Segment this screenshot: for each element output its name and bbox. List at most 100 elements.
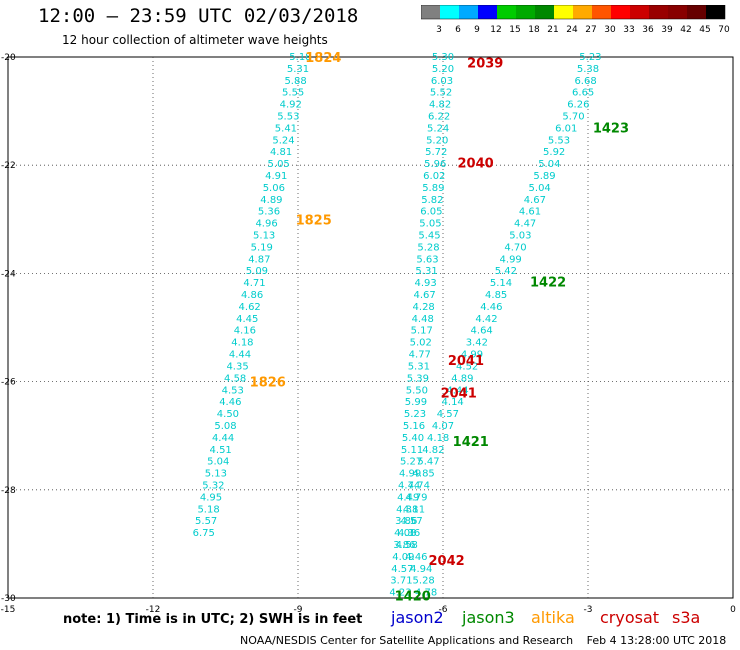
wave-height-value: 5.19 [251,242,273,253]
wave-height-value: 4.85 [413,469,435,480]
wave-height-value: 4.64 [471,326,493,337]
pass-time-label: 1825 [296,213,332,228]
wave-height-value: 4.81 [270,147,292,158]
colorbar-tick-label: 6 [455,25,461,35]
wave-height-value: 5.27 [400,457,422,468]
colorbar-tick-label: 24 [566,25,578,35]
colorbar-swatch [630,5,649,19]
wave-height-value: 5.38 [577,64,599,75]
x-tick-label: -12 [146,605,161,615]
colorbar-tick-label: 15 [509,25,520,35]
pass-time-label: 1824 [305,51,341,66]
wave-height-value: 5.28 [413,576,435,587]
y-tick-label: -20 [1,53,16,63]
wave-height-value: 4.78 [415,588,437,599]
wave-height-value: 5.42 [495,266,517,277]
wave-height-value: 4.48 [412,314,434,325]
credit-text: NOAA/NESDIS Center for Satellite Applica… [240,634,574,647]
wave-height-value: 5.55 [282,88,304,99]
wave-height-value: 5.53 [277,112,299,123]
wave-height-value: 5.50 [406,385,428,396]
wave-height-value: 4.57 [400,516,422,527]
wave-height-value: 4.44 [446,385,468,396]
wave-height-value: 4.87 [248,254,270,265]
y-tick-label: -28 [1,486,16,496]
wave-height-value: 4.44 [212,433,234,444]
wave-height-value: 4.08 [394,528,416,539]
wave-height-value: 4.71 [243,278,265,289]
wave-height-value: 4.44 [229,350,251,361]
wave-height-value: 4.74 [398,480,420,491]
colorbar-swatch [516,5,535,19]
colorbar-tick-label: 30 [604,25,616,35]
x-tick-label: -15 [1,605,16,615]
wave-height-value: 4.99 [500,254,522,265]
wave-height-value: 6.03 [431,76,453,87]
wave-height-value: 5.11 [401,445,423,456]
wave-height-value: 4.47 [514,219,536,230]
wave-height-value: 4.95 [200,492,222,503]
wave-height-value: 4.91 [265,171,287,182]
wave-height-value: 5.18 [197,504,219,515]
wave-height-value: 4.58 [396,540,418,551]
wave-height-value: 4.38 [396,504,418,515]
y-tick-label: -22 [1,161,16,171]
wave-height-value: 4.96 [255,219,277,230]
pass-time-label: 2041 [441,386,477,401]
wave-height-value: 5.13 [253,231,275,242]
wave-height-value: 5.06 [263,183,285,194]
colorbar-tick-label: 36 [642,25,654,35]
wave-height-value: 4.99 [399,469,421,480]
colorbar-tick-label: 18 [528,25,540,35]
legend-altika: altika [531,608,575,627]
wave-height-value: 5.17 [411,326,433,337]
colorbar-tick-label: 12 [490,25,501,35]
wave-height-value: 5.24 [272,135,294,146]
wave-height-value: 6.01 [555,123,577,134]
wave-height-value: 4.51 [210,445,232,456]
timestamp: Feb 4 13:28:00 UTC 2018 [586,634,727,647]
wave-height-value: 4.36 [398,528,420,539]
wave-height-value: 4.93 [414,278,436,289]
wave-height-value: 4.99 [461,350,483,361]
wave-height-value: 5.36 [258,207,280,218]
wave-height-value: 4.85 [485,290,507,301]
colorbar-swatch [611,5,630,19]
wave-height-value: 3.42 [466,338,488,349]
pass-time-label: 1422 [530,276,566,291]
colorbar-swatch [459,5,478,19]
credit-line: NOAA/NESDIS Center for Satellite Applica… [240,634,726,647]
legend-cryosat: cryosat [600,608,660,627]
wave-height-value: 4.79 [405,492,427,503]
wave-height-value: 4.16 [234,326,256,337]
colorbar-swatch [706,5,725,19]
pass-time-label: 2039 [467,56,503,71]
wave-height-value: 4.49 [397,492,419,503]
wave-height-value: 4.92 [280,100,302,111]
y-tick-label: -24 [1,269,16,279]
wave-height-value: 4.46 [219,397,241,408]
x-tick-label: -6 [439,605,448,615]
wave-height-value: 4.23 [389,588,411,599]
pass-time-label: 1421 [453,435,489,450]
colorbar-swatch [535,5,554,19]
wave-height-value: 6.02 [423,171,445,182]
colorbar-swatch [687,5,706,19]
wave-height-value: 5.03 [509,231,531,242]
footer-note: note: 1) Time is in UTC; 2) SWH is in fe… [63,612,363,627]
y-tick-label: -30 [1,594,16,604]
wave-height-value: 5.52 [430,88,452,99]
wave-height-value: 5.63 [416,254,438,265]
wave-height-value: 4.57 [391,564,413,575]
pass-time-label: 2040 [458,156,494,171]
wave-height-value: 5.28 [417,242,439,253]
page-subtitle: 12 hour collection of altimeter wave hei… [62,33,328,47]
wave-height-value: 6.22 [428,112,450,123]
colorbar-tick-label: 45 [699,25,710,35]
wave-height-value: 4.58 [224,373,246,384]
wave-height-value: 4.74 [408,480,430,491]
wave-height-value: 5.45 [418,231,440,242]
wave-height-value: 5.40 [402,433,424,444]
wave-height-value: 4.18 [231,338,253,349]
